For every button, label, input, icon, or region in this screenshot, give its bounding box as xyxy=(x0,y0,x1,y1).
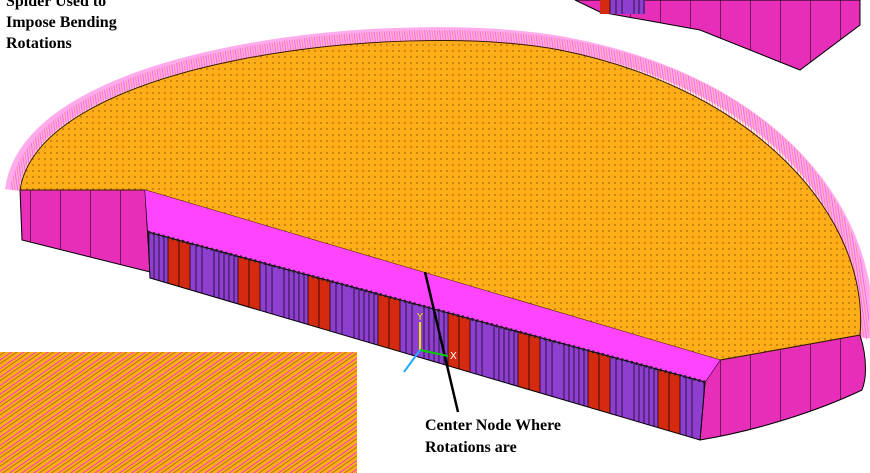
annotation-line: Rotations xyxy=(6,35,72,52)
rim-left xyxy=(20,190,150,272)
annotation-spider: Spider Used to Impose Bending Rotations xyxy=(6,0,121,52)
triad-y-label: Y xyxy=(416,312,424,323)
annotation-line: Impose Bending xyxy=(6,14,117,31)
triad-x-label: X xyxy=(450,351,457,362)
annotation-line: Center Node Where xyxy=(425,417,561,434)
annotation-line: Rotations are xyxy=(425,439,517,456)
annotation-center-node: Center Node Where Rotations are xyxy=(425,417,565,456)
inset-view xyxy=(0,352,357,473)
fea-figure: Y X Spider Used to Impose Bending Rotati… xyxy=(0,0,870,473)
page: Y X Spider Used to Impose Bending Rotati… xyxy=(0,0,870,473)
annotation-line: Spider Used to xyxy=(6,0,106,10)
